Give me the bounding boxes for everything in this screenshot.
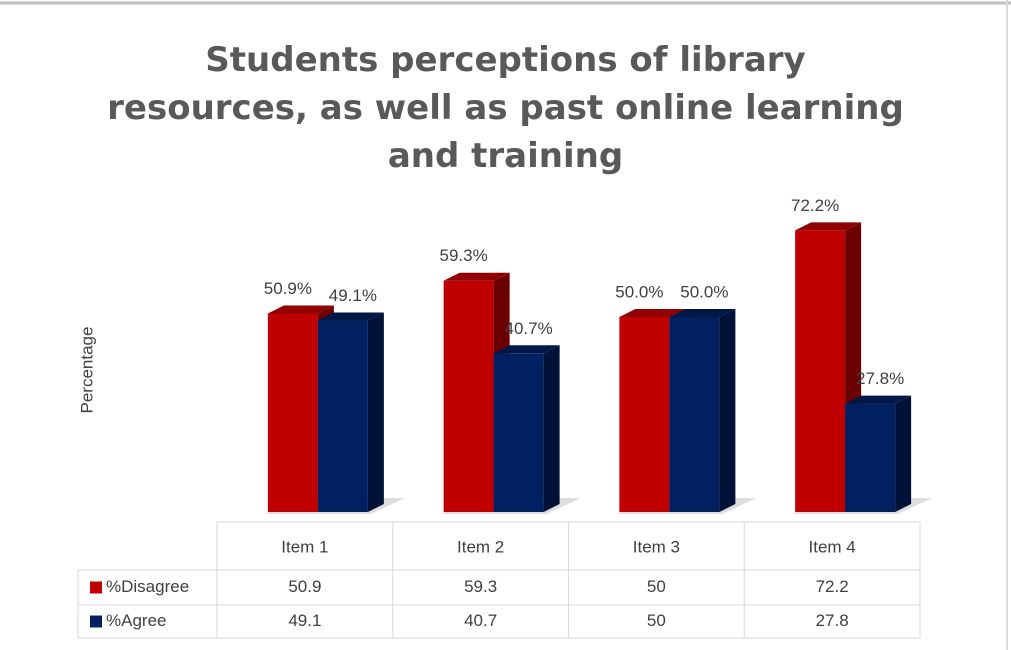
chart-title-box: Students perceptions of library resource… bbox=[0, 36, 1011, 180]
table-header: Item 1 bbox=[281, 537, 328, 556]
table-cell: 50 bbox=[647, 577, 666, 596]
bar-top bbox=[845, 395, 912, 404]
bar-side bbox=[895, 395, 912, 512]
data-label: 50.0% bbox=[680, 282, 728, 301]
data-label: 49.1% bbox=[329, 286, 377, 305]
legend-swatch bbox=[90, 581, 102, 594]
bar bbox=[493, 345, 560, 512]
bar-side bbox=[719, 309, 736, 512]
bar-side bbox=[367, 312, 384, 512]
legend-label: %Agree bbox=[106, 611, 166, 630]
bar-side bbox=[543, 345, 560, 512]
bar-top bbox=[795, 222, 862, 231]
bar bbox=[795, 222, 862, 513]
chart-title: Students perceptions of library resource… bbox=[107, 40, 904, 176]
bar-top bbox=[267, 305, 334, 314]
bar-front bbox=[619, 317, 670, 512]
bar-top bbox=[493, 345, 560, 354]
legend-label: %Disagree bbox=[106, 577, 189, 596]
data-label: 27.8% bbox=[856, 369, 904, 388]
data-label: 40.7% bbox=[505, 319, 553, 338]
bar bbox=[845, 395, 912, 512]
bar-top bbox=[619, 309, 686, 317]
bar-front bbox=[267, 313, 318, 512]
bar-front bbox=[669, 317, 720, 512]
table-cell: 50.9 bbox=[288, 577, 321, 596]
table-header: Item 4 bbox=[809, 537, 856, 556]
data-label: 72.2% bbox=[791, 196, 839, 215]
bar bbox=[317, 312, 384, 512]
bar-top bbox=[669, 309, 736, 317]
bar-top bbox=[443, 272, 510, 281]
legend-swatch bbox=[90, 615, 102, 628]
table-cell: 40.7 bbox=[464, 611, 497, 630]
bar-front bbox=[493, 353, 544, 512]
data-label: 50.0% bbox=[615, 282, 663, 301]
table-header: Item 3 bbox=[633, 537, 680, 556]
table-cell: 50 bbox=[647, 611, 666, 630]
table-cell: 59.3 bbox=[464, 577, 497, 596]
y-axis-label: Percentage bbox=[77, 327, 96, 414]
table-cell: 49.1 bbox=[288, 611, 321, 630]
table-header: Item 2 bbox=[457, 537, 504, 556]
bar-front bbox=[443, 280, 494, 512]
bar-front bbox=[845, 403, 896, 512]
bar bbox=[669, 309, 736, 512]
table-cell: 27.8 bbox=[816, 611, 849, 630]
table-cell: 72.2 bbox=[816, 577, 849, 596]
bar-front bbox=[317, 320, 368, 512]
data-label: 59.3% bbox=[440, 246, 488, 265]
data-label: 50.9% bbox=[264, 279, 312, 298]
bar-front bbox=[795, 230, 846, 513]
bar-top bbox=[317, 312, 384, 321]
